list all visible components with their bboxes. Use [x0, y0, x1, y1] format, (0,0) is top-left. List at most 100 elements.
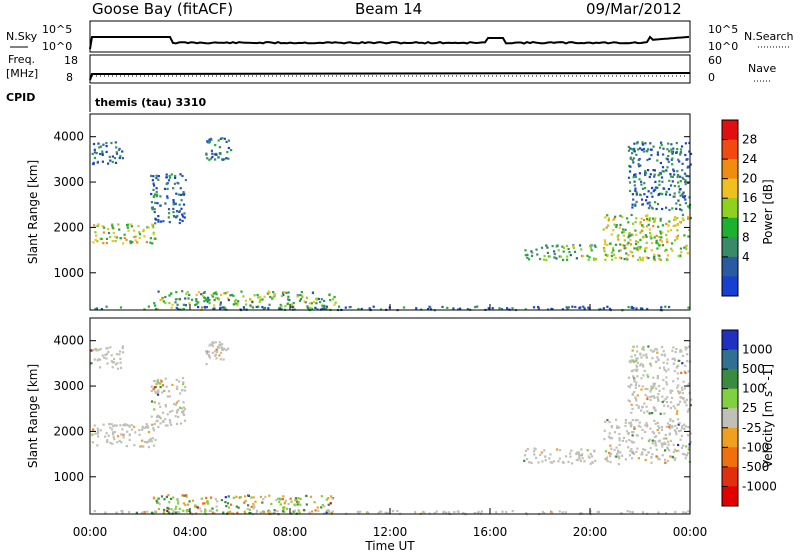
colorbar-tick-label: 12 [742, 211, 757, 225]
colorbar-tick-label: 4 [742, 250, 750, 264]
scatter-cell [168, 302, 171, 305]
scatter-cell [662, 153, 665, 156]
scatter-cell [687, 510, 690, 513]
scatter-cell [321, 304, 324, 307]
scatter-cell [157, 219, 160, 222]
scatter-cell [669, 391, 672, 394]
scatter-cell [610, 426, 613, 429]
scatter-cell [583, 307, 586, 310]
scatter-cell [530, 461, 533, 464]
scatter-cell [656, 159, 659, 162]
scatter-cell [259, 296, 262, 299]
scatter-cell [219, 306, 222, 309]
scatter-cell [466, 308, 469, 311]
scatter-cell [252, 507, 255, 510]
scatter-cell [618, 455, 621, 458]
scatter-cell [631, 159, 634, 162]
scatter-cell [675, 202, 678, 205]
scatter-cell [159, 195, 162, 198]
scatter-cell [675, 142, 678, 145]
scatter-cell [528, 258, 531, 261]
scatter-cell [661, 192, 664, 195]
scatter-cell [618, 426, 621, 429]
scatter-cell [219, 343, 222, 346]
scatter-cell [187, 297, 190, 300]
scatter-cell [215, 293, 218, 296]
scatter-cell [126, 226, 129, 229]
scatter-cell [305, 296, 309, 299]
scatter-cell [661, 224, 664, 227]
scatter-cell [111, 240, 114, 243]
scatter-cell [590, 249, 593, 252]
scatter-cell [618, 249, 621, 253]
scatter-cell [175, 216, 178, 219]
freq-strip: Freq. [MHz] 18 8 60 0 Nave [6, 53, 776, 84]
scatter-cell [621, 439, 624, 442]
scatter-cell [181, 219, 184, 223]
scatter-cell [523, 459, 526, 462]
scatter-cell [651, 350, 654, 353]
scatter-cell [308, 302, 311, 305]
scatter-cell [100, 237, 103, 241]
scatter-cell [159, 204, 162, 207]
power-colorbar-title: Power [dB] [761, 179, 775, 244]
scatter-cell [625, 430, 629, 433]
beam-title: Beam 14 [355, 0, 422, 18]
scatter-cell [273, 293, 276, 297]
scatter-cell [126, 430, 129, 433]
scatter-cell [96, 431, 100, 434]
scatter-cell [637, 165, 641, 168]
scatter-cell [566, 255, 569, 258]
scatter-cell [93, 151, 97, 154]
scatter-cell [658, 366, 661, 370]
scatter-cell [549, 461, 552, 464]
scatter-cell [165, 495, 168, 498]
scatter-cell [665, 193, 668, 196]
scatter-cell [283, 510, 286, 513]
scatter-cell [110, 428, 114, 431]
scatter-cell [609, 455, 612, 458]
scatter-cell [629, 425, 633, 428]
scatter-cell [525, 512, 528, 515]
scatter-cell [167, 390, 171, 393]
scatter-cell [227, 495, 230, 498]
scatter-cell [687, 452, 690, 455]
colorbar-tick-label: 100 [742, 382, 765, 396]
scatter-cell [626, 510, 629, 513]
scatter-cell [456, 510, 459, 513]
scatter-cell [673, 458, 676, 461]
colorbar-tick-label: -100 [742, 440, 769, 454]
colorbar-swatch [722, 349, 738, 370]
scatter-cell [627, 385, 630, 388]
scatter-cell [255, 512, 258, 515]
scatter-cell [656, 356, 659, 359]
scatter-cell [671, 426, 674, 429]
scatter-cell [324, 307, 327, 310]
scatter-cell [546, 251, 549, 254]
y-tick-label: 1000 [53, 266, 84, 280]
scatter-cell [646, 219, 649, 222]
scatter-cell [661, 454, 664, 457]
scatter-cell [576, 459, 579, 462]
scatter-cell [628, 170, 632, 173]
scatter-cell [649, 362, 652, 365]
scatter-cell [634, 386, 637, 389]
scatter-cell [670, 150, 673, 153]
scatter-cell [142, 228, 145, 231]
scatter-cell [679, 208, 682, 211]
scatter-cell [635, 233, 638, 236]
scatter-cell [675, 449, 678, 453]
scatter-cell [156, 415, 159, 419]
scatter-cell [645, 353, 648, 356]
scatter-cell [655, 207, 658, 211]
scatter-cell [150, 415, 153, 418]
scatter-cell [666, 240, 669, 243]
scatter-cell [669, 229, 673, 232]
scatter-cell [631, 450, 634, 453]
scatter-cell [188, 500, 191, 503]
scatter-cell [160, 380, 163, 383]
scatter-cell [669, 406, 672, 410]
scatter-cell [134, 239, 137, 242]
scatter-cell [124, 423, 127, 426]
